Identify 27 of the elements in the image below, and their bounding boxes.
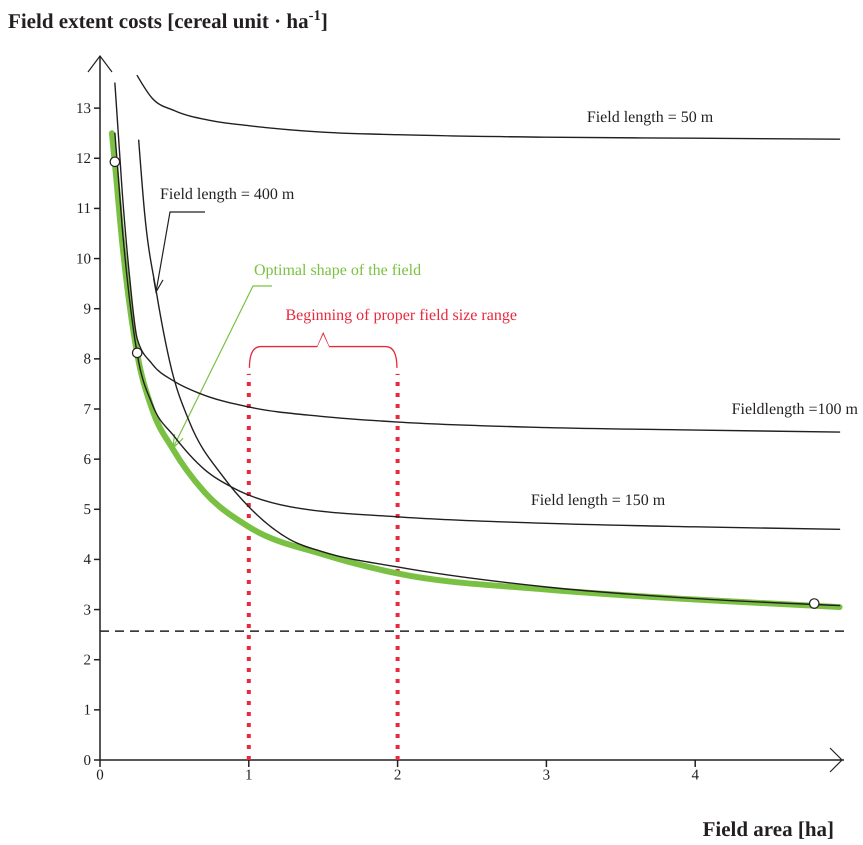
series-label: Fieldlength =100 m	[732, 401, 859, 418]
y-tick-label: 4	[84, 552, 92, 568]
y-tick-label: 11	[76, 201, 91, 218]
y-tick-label: 6	[84, 452, 92, 468]
x-tick-label: 4	[691, 768, 700, 784]
x-axis-title: Field area [ha]	[702, 817, 834, 841]
series-label: Field length = 400 m	[160, 186, 295, 203]
y-tick-label: 12	[76, 151, 91, 168]
y-tick-label: 10	[76, 251, 91, 268]
x-tick-label: 0	[96, 768, 104, 784]
series-label: Field length = 150 m	[530, 492, 666, 509]
y-tick-label: 5	[84, 502, 91, 518]
y-tick-label: 2	[84, 652, 91, 669]
y-tick-label: 3	[84, 602, 91, 618]
series-label: Field length = 50 m	[586, 109, 714, 126]
x-tick-label: 1	[245, 768, 253, 784]
annotation: Beginning of proper field size range	[285, 306, 517, 324]
y-axis-title: Field extent costs [cereal unit · ha$^{-1}$]	[8, 8, 328, 33]
y-tick-label: 13	[76, 100, 91, 117]
y-tick-label: 9	[84, 302, 91, 318]
y-tick-label: 7	[84, 402, 92, 418]
y-tick-label: 8	[84, 352, 91, 368]
text: Optimal shape of the field	[254, 262, 422, 279]
y-tick-label: 0	[84, 752, 91, 769]
y-tick-label: 1	[84, 702, 91, 719]
x-tick-label: 3	[542, 768, 550, 784]
x-tick-label: 2	[394, 768, 402, 784]
